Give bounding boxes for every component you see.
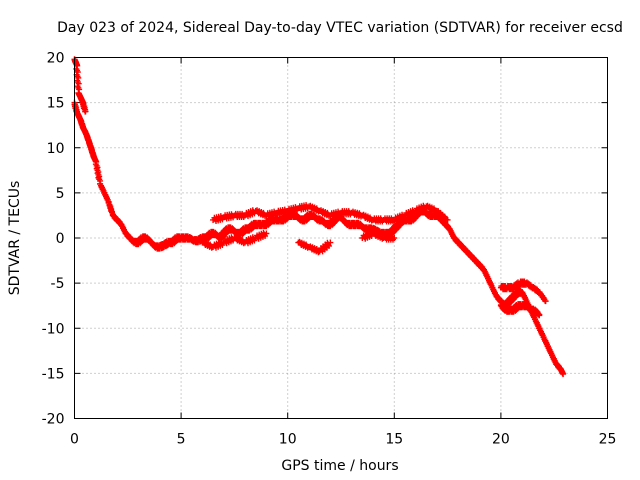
data-point: [94, 170, 101, 177]
plot-frame: [74, 57, 608, 419]
x-tick-label: 25: [599, 432, 617, 448]
data-point: [534, 321, 541, 328]
y-tick-label: -10: [42, 321, 65, 337]
data-point: [74, 83, 81, 90]
data-point: [327, 239, 334, 246]
data-point: [441, 213, 448, 220]
data-point: [80, 105, 87, 112]
data-point: [82, 108, 89, 115]
data-point: [536, 311, 543, 318]
data-point: [292, 204, 299, 211]
data-point: [99, 186, 106, 193]
y-tick-label: 0: [56, 231, 65, 247]
data-point: [487, 281, 494, 288]
data-point: [444, 216, 451, 223]
chart-title: Day 023 of 2024, Sidereal Day-to-day VTE…: [57, 20, 623, 36]
y-tick-label: 20: [47, 51, 65, 67]
data-point: [559, 370, 566, 377]
y-tick-label: 10: [47, 141, 65, 157]
data-point: [326, 242, 333, 249]
data-point: [93, 165, 100, 172]
data-point: [391, 235, 398, 241]
data-point: [521, 294, 528, 301]
x-tick-label: 0: [70, 432, 79, 448]
y-tick-label: -20: [42, 412, 65, 428]
x-axis-label: GPS time / hours: [281, 458, 398, 474]
x-tick-label: 5: [177, 432, 186, 448]
data-points: [71, 56, 567, 378]
data-point: [281, 206, 288, 213]
y-tick-label: 5: [56, 186, 65, 202]
data-point: [95, 174, 102, 181]
data-point: [483, 272, 490, 279]
data-point: [106, 202, 113, 209]
axes: [74, 57, 608, 419]
x-tick-label: 15: [385, 432, 403, 448]
gridlines: [74, 57, 608, 419]
x-tick-label: 10: [279, 432, 297, 448]
data-point: [72, 105, 79, 112]
data-point: [92, 161, 99, 168]
data-point: [107, 205, 114, 212]
data-point: [105, 200, 112, 207]
y-tick-label: -15: [42, 366, 65, 382]
y-tick-label: 15: [47, 96, 65, 112]
data-point: [74, 77, 81, 84]
y-tick-label: -5: [51, 276, 65, 292]
data-point: [217, 213, 224, 220]
data-point: [543, 339, 550, 346]
x-tick-label: 20: [492, 432, 510, 448]
tick-labels: 0 5 10 15 20 25 20 15 10 5 0 -5 -10 -15 -20: [42, 51, 617, 448]
data-point: [103, 195, 110, 202]
data-point: [271, 208, 278, 215]
data-point: [263, 230, 270, 237]
y-axis-label: SDTVAR / TECUs: [7, 181, 23, 296]
data-point: [542, 298, 549, 305]
data-point: [538, 330, 545, 337]
data-point: [108, 208, 115, 215]
data-point: [87, 143, 94, 150]
data-point: [540, 294, 547, 301]
data-point: [547, 348, 554, 355]
